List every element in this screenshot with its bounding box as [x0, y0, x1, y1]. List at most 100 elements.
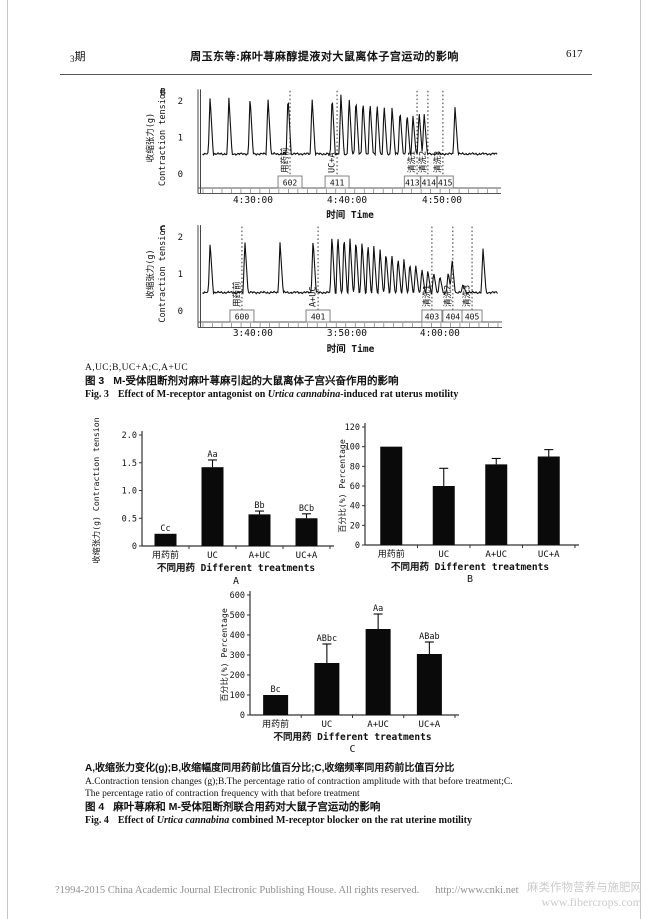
fig4-caption-en: Fig. 4 Effect of Urtica cannabina combine…: [85, 815, 513, 828]
x-tick-label: 4:50:00: [422, 195, 462, 206]
bar: [380, 446, 403, 545]
fig4-caption-cn: 图 4 麻叶荨麻和 M-受体阻断剂联合用药对大鼠子宫运动的影响: [85, 801, 513, 814]
fig3-caption-en: Fig. 3 Effect of M-receptor antagonist on…: [85, 389, 458, 402]
bar: [263, 695, 289, 715]
page-number: 617: [566, 48, 583, 60]
significance-label: ABab: [419, 632, 439, 642]
x-axis-label: 时间 Time: [327, 343, 375, 355]
y-tick-label: 2: [178, 233, 183, 243]
fig4-bar-panel-b: 百分比(%) Percentage 0 20 40 60 80 100 120 用药前 UC A+U…: [333, 413, 585, 590]
bar-c-chart: 百分比(%) Percentage 0 100 200 300 400 500 600 Bc 用药…: [219, 591, 459, 755]
watermark: 麻类作物营养与施肥网 www.fibercrops.com: [527, 881, 642, 909]
fig4-cn-text: 麻叶荨麻和 M-受体阻断剂联合用药对大鼠子宫运动的影响: [113, 800, 381, 813]
significance-label: ABbc: [317, 634, 337, 644]
category-label: 用药前: [152, 549, 179, 561]
fig4-bar-panel-a: 收缩张力(g) Contraction tension 0 0.5 1.0 1.5 2.0…: [85, 418, 340, 593]
event-code: 413: [405, 179, 420, 188]
x-axis-label: 不同用药 Different treatments: [391, 561, 549, 573]
category-label: UC+A: [538, 550, 560, 560]
y-tick-label: 60: [350, 482, 360, 492]
y-tick-label: 2: [178, 97, 183, 107]
fig4-en-text1: Effect of: [117, 815, 157, 826]
fig3-cn-text: M-受体阻断剂对麻叶荨麻引起的大鼠离体子宫兴奋作用的影响: [113, 374, 399, 387]
bar: [154, 533, 177, 546]
y-axis-label-cn: 收缩张力(g): [145, 249, 156, 298]
event-label: A+UC: [309, 287, 319, 307]
category-label: UC: [321, 720, 332, 730]
event-label: 用药前: [280, 147, 291, 173]
footer-copyright: ?1994-2015 China Academic Journal Electr…: [55, 885, 519, 896]
significance-label: Bc: [271, 685, 281, 695]
fig4-caption-en2: The percentage ratio of contraction freq…: [85, 789, 360, 799]
y-tick-label: 0.5: [122, 514, 137, 524]
issue-suffix: 期: [74, 51, 86, 63]
trace-c-chart: C 收缩张力(g) Contraction tension 2 1 0 用药前 600 A+UC…: [145, 224, 502, 355]
event-label: 清洗1: [407, 151, 418, 173]
event-code-box: [403, 175, 421, 189]
event-code-box: [229, 309, 255, 323]
y-tick-label: 1: [178, 270, 183, 280]
significance-label: Aa: [373, 604, 383, 614]
fig3-caption: A,UC;B,UC+A;C,A+UC 图 3 M-受体阻断剂对麻叶荨麻引起的大鼠离…: [85, 362, 458, 402]
watermark-url: www.fibercrops.com: [541, 895, 642, 909]
y-axis-label-en: Contraction tension: [158, 225, 168, 322]
y-tick-label: 120: [345, 423, 360, 433]
significance-label: BCb: [299, 504, 314, 514]
fig4-caption: A,收缩张力变化(g);B,收缩幅度同用药前比值百分比;C,收缩频率同用药前比值…: [85, 763, 513, 828]
contraction-trace: [202, 94, 498, 157]
y-tick-label: 0: [355, 541, 360, 551]
category-label: A+UC: [249, 551, 271, 561]
y-axis-label-en: Contraction tension: [158, 89, 168, 186]
event-code-box: [420, 175, 438, 189]
significance-label: Bb: [254, 501, 264, 511]
trace-b-chart: B 收缩张力(g) Contraction tension 2 1 0 用药前 602 UC+A…: [145, 87, 501, 221]
fig4-caption-en1: A.Contraction tension changes (g);B.The …: [85, 776, 513, 787]
y-tick-label: 100: [345, 443, 360, 453]
fig4-en-prefix: Fig. 4: [85, 815, 109, 826]
event-label: 清洗1: [421, 285, 432, 307]
x-axis-label: 不同用药 Different treatments: [157, 562, 315, 574]
watermark-cn: 麻类作物营养与施肥网: [527, 882, 642, 894]
bar: [432, 486, 455, 545]
y-tick-label: 0: [178, 307, 183, 317]
y-tick-label: 500: [230, 611, 245, 621]
y-tick-label: 1: [178, 134, 183, 144]
panel-letter: C: [160, 224, 166, 235]
bar-b-chart: 百分比(%) Percentage 0 20 40 60 80 100 120 用药前 UC A+U…: [337, 423, 579, 585]
category-label: UC: [438, 550, 449, 560]
scan-edge-left: [7, 0, 8, 919]
event-label: 清洗2: [417, 151, 428, 173]
event-code-box: [305, 309, 331, 323]
event-label: UC+A: [328, 153, 338, 173]
y-tick-label: 200: [230, 671, 245, 681]
bar: [537, 456, 560, 545]
event-code: 403: [425, 313, 440, 322]
event-code: 602: [283, 179, 298, 188]
panel-letter: A: [233, 576, 239, 587]
panel-letter: B: [160, 87, 166, 98]
category-label: 用药前: [262, 718, 289, 730]
y-tick-label: 20: [350, 521, 360, 531]
fig3-trace-panel-b: B 收缩张力(g) Contraction tension 2 1 0 用药前 602 UC+A…: [75, 84, 515, 224]
y-tick-label: 0: [132, 542, 137, 552]
event-label: 用药前: [231, 281, 242, 307]
panel-letter: C: [349, 744, 355, 755]
x-axis-label: 不同用药 Different treatments: [273, 731, 431, 743]
fig3-trace-panel-c: C 收缩张力(g) Contraction tension 2 1 0 用药前 600 A+UC…: [75, 220, 515, 360]
x-tick-label: 4:30:00: [233, 195, 273, 206]
event-code-box: [324, 175, 350, 189]
bar-a-chart: 收缩张力(g) Contraction tension 0 0.5 1.0 1.5 2.0…: [91, 418, 334, 587]
y-tick-label: 0: [240, 711, 245, 721]
x-tick-label: 4:00:00: [420, 328, 460, 339]
event-code-box: [436, 175, 454, 189]
y-tick-label: 80: [350, 462, 360, 472]
y-axis-label-cn: 收缩张力(g): [145, 113, 156, 162]
y-tick-label: 0: [178, 170, 183, 180]
y-tick-label: 600: [230, 591, 245, 601]
fig3-en-text1: Effect of M-receptor antagonist on: [117, 389, 268, 400]
copyright-text: ?1994-2015 China Academic Journal Electr…: [55, 885, 420, 896]
category-label: UC: [207, 551, 218, 561]
x-tick-label: 3:50:00: [327, 328, 367, 339]
fig3-en-prefix: Fig. 3: [85, 389, 109, 400]
